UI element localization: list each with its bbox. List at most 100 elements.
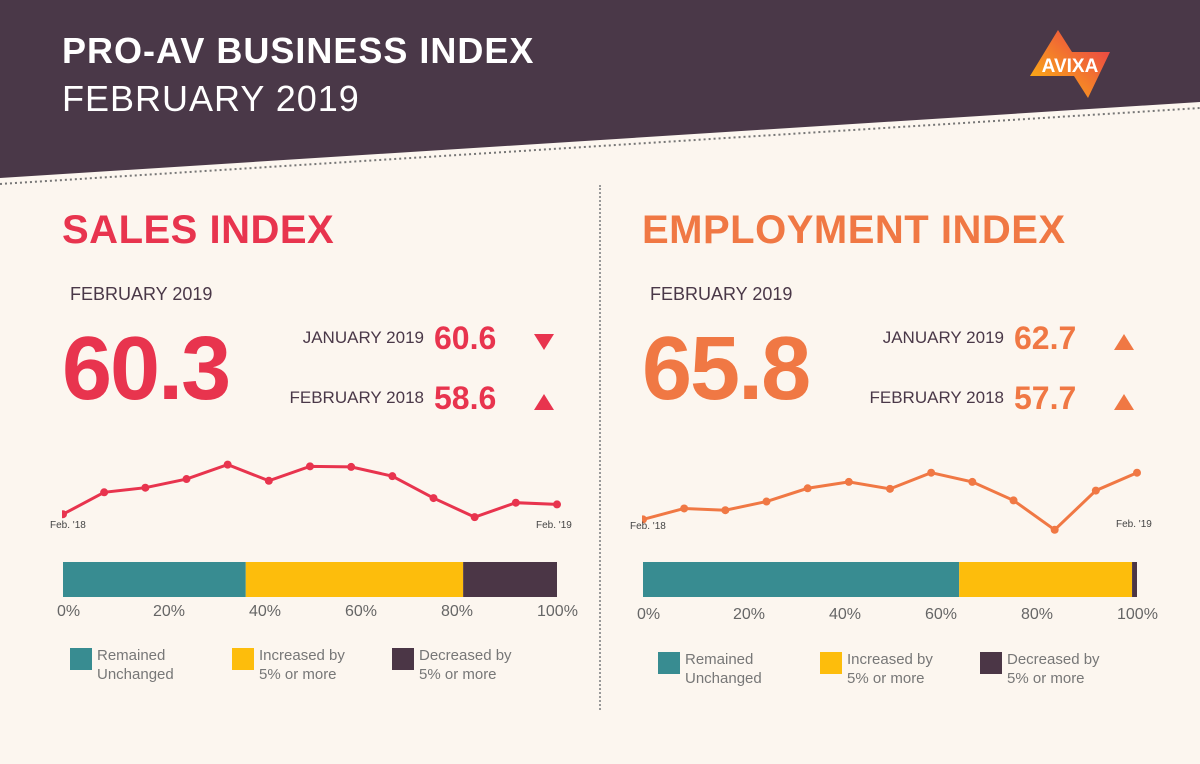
data-point [100,488,109,497]
comparison-value: 62.7 [1014,320,1077,356]
triangle-up-icon [1114,334,1134,350]
data-point [762,497,771,506]
legend-label: Decreased by 5% or more [1007,650,1100,688]
trend-line [62,463,558,519]
legend-label: Increased by 5% or more [847,650,933,688]
x-end-label: Feb. '19 [1116,519,1152,530]
legend-line: 5% or more [847,670,925,687]
comparison-label: JANUARY 2019 [882,328,1004,347]
comparison-value: 58.6 [434,380,497,416]
data-point [1133,468,1141,477]
data-point [347,462,356,471]
legend-line: 5% or more [1007,670,1085,687]
legend-swatch [820,652,842,674]
avixa-logo: AVIXA [1030,30,1110,98]
legend-label: Remained Unchanged [97,646,174,684]
index-title: SALES INDEX [62,208,335,252]
legend-swatch [392,648,414,670]
x-start-label: Feb. '18 [630,521,666,532]
data-point [470,513,479,522]
data-point [844,477,853,486]
bar-segment [245,562,464,597]
current-period-label: FEBRUARY 2019 [650,284,793,304]
comparison-label: FEBRUARY 2018 [289,388,425,407]
panel-divider [599,185,601,710]
current-index-value: 60.3 [62,319,231,419]
comparison-value: 60.6 [434,320,497,356]
data-point [968,477,977,486]
triangle-down-icon [534,334,554,350]
trend-line [642,471,1138,532]
data-point [927,468,936,477]
data-point [680,504,689,513]
bar-segment [63,562,246,597]
bar-tick-label: 60% [925,606,958,623]
data-point [886,484,894,493]
bar-tick-label: 20% [733,606,766,623]
bar-segment [959,562,1133,597]
bar-tick-label: 20% [153,603,186,620]
data-point [1009,496,1018,505]
bar-tick-label: 0% [57,603,81,620]
employment-index-panel: EMPLOYMENT INDEX FEBRUARY 2019 65.8 JANUARY… [630,0,1200,764]
page-subtitle: FEBRUARY 2019 [62,78,360,119]
legend-label: Increased by 5% or more [259,646,345,684]
data-point [223,460,232,469]
data-point [553,500,561,509]
data-point [182,475,191,484]
data-point [721,506,730,515]
legend-swatch [658,652,680,674]
page-title: PRO-AV BUSINESS INDEX [62,30,535,71]
data-point [1091,486,1100,495]
comparison-label: FEBRUARY 2018 [869,388,1005,407]
legend-swatch [232,648,254,670]
legend-line: Unchanged [685,670,762,687]
legend-swatch [70,648,92,670]
legend-line: 5% or more [419,666,497,683]
bar-tick-label: 80% [441,603,474,620]
svg-text:AVIXA: AVIXA [1042,56,1099,77]
data-point [642,515,647,524]
comparison-value: 57.7 [1014,380,1077,416]
triangle-up-icon [1114,394,1134,410]
current-period-label: FEBRUARY 2019 [70,284,213,304]
data-point [803,484,812,493]
legend-line: Decreased by [1007,651,1100,668]
legend-label: Decreased by 5% or more [419,646,512,684]
bar-segment [463,562,557,597]
legend-swatch [980,652,1002,674]
comparison-label: JANUARY 2019 [302,328,424,347]
bar-tick-label: 40% [829,606,862,623]
index-title: EMPLOYMENT INDEX [642,208,1066,252]
bar-tick-label: 0% [637,606,661,623]
data-point [429,494,438,503]
legend-line: Increased by [847,651,933,668]
legend-line: Increased by [259,647,345,664]
bar-tick-label: 100% [1117,606,1158,623]
data-point [1050,525,1059,534]
bar-tick-label: 80% [1021,606,1054,623]
bar-tick-label: 40% [249,603,282,620]
bar-segment [1132,562,1137,597]
legend-line: Remained [685,651,754,668]
legend-label: Remained Unchanged [685,650,762,688]
x-start-label: Feb. '18 [50,520,86,531]
triangle-up-icon [534,394,554,410]
bar-segment [643,562,960,597]
legend-line: Unchanged [97,666,174,683]
data-point [388,472,397,481]
legend-line: 5% or more [259,666,337,683]
legend-line: Decreased by [419,647,512,664]
header-banner [0,0,1200,185]
line-chart [642,468,1141,597]
data-point [511,498,520,507]
sales-index-panel: SALES INDEX FEBRUARY 2019 60.3 JANUARY 2019… [50,0,642,764]
bar-tick-label: 100% [537,603,578,620]
data-point [306,462,314,471]
line-chart [62,460,561,597]
data-point [62,510,67,519]
current-index-value: 65.8 [642,319,811,419]
legend-line: Remained [97,647,166,664]
data-point [141,483,150,492]
bar-tick-label: 60% [345,603,378,620]
